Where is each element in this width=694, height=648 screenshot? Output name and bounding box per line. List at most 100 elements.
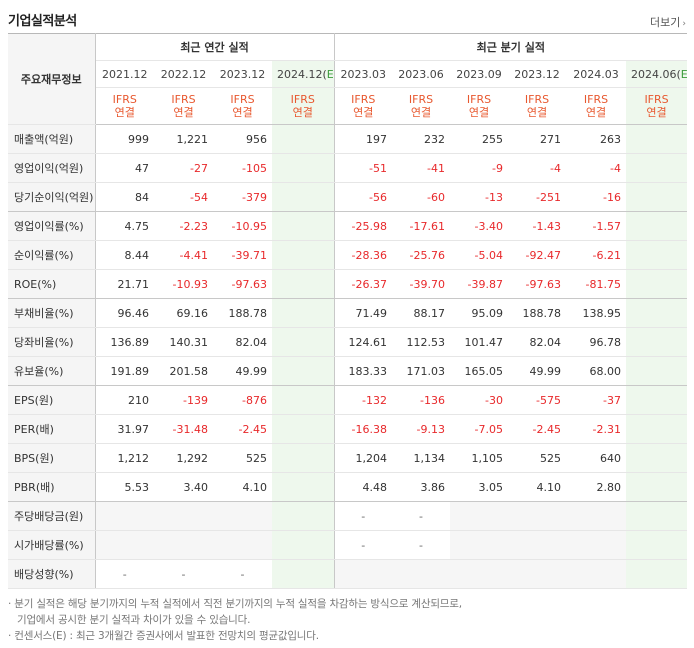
row-label: 당기순이익(억원) [8, 182, 96, 212]
table-cell [626, 182, 688, 212]
ifrs-label: IFRS 연결 [392, 87, 451, 125]
row-label: 배당성향(%) [8, 559, 96, 589]
table-cell [626, 269, 688, 299]
table-row: 시가배당률(%) - - [8, 530, 688, 560]
table-cell: 1,204 [333, 443, 393, 473]
table-cell [626, 240, 688, 270]
table-row: ROE(%) 21.71 -10.93 -97.63 -26.37 -39.70 -39.8… [8, 269, 688, 299]
chevron-right-icon: › [682, 19, 686, 29]
table-cell: -379 [213, 182, 272, 212]
table-cell: 188.78 [508, 298, 567, 328]
row-label: 주당배당금(원) [8, 501, 96, 531]
table-cell: 4.10 [213, 472, 272, 502]
table-cell: 956 [213, 124, 272, 154]
table-cell: 136.89 [95, 327, 154, 357]
table-row: BPS(원) 1,212 1,292 525 1,204 1,134 1,105 525 640 [8, 443, 688, 473]
table-row: PBR(배) 5.53 3.40 4.10 4.48 3.86 3.05 4.10 2.80 [8, 472, 688, 502]
table-cell [508, 530, 567, 560]
table-cell: -4 [508, 153, 567, 183]
table-cell [272, 414, 335, 444]
table-cell: 3.05 [450, 472, 509, 502]
table-cell [95, 530, 154, 560]
table-cell: -6.21 [566, 240, 627, 270]
table-cell: -105 [213, 153, 272, 183]
table-cell: 183.33 [333, 356, 393, 386]
table-cell: 232 [392, 124, 451, 154]
row-label: 당좌비율(%) [8, 327, 96, 357]
table-cell: -16.38 [333, 414, 393, 444]
table-cell: 201.58 [154, 356, 213, 386]
table-cell: 82.04 [508, 327, 567, 357]
table-cell: 165.05 [450, 356, 509, 386]
table-row: 매출액(억원) 999 1,221 956 197 232 255 271 263 [8, 124, 688, 154]
table-cell [626, 559, 688, 589]
row-label: EPS(원) [8, 385, 96, 415]
table-cell [626, 530, 688, 560]
table-cell [213, 530, 272, 560]
table-cell [566, 559, 627, 589]
table-cell: - [95, 559, 154, 589]
table-cell: 4.48 [333, 472, 393, 502]
table-cell [272, 356, 335, 386]
table-cell [508, 559, 567, 589]
table-cell [626, 356, 688, 386]
table-cell: -37 [566, 385, 627, 415]
table-cell [272, 327, 335, 357]
row-label: ROE(%) [8, 269, 96, 299]
table-row: 영업이익(억원) 47 -27 -105 -51 -41 -9 -4 -4 [8, 153, 688, 183]
table-cell [566, 501, 627, 531]
table-row: PER(배) 31.97 -31.48 -2.45 -16.38 -9.13 -7.05 -2… [8, 414, 688, 444]
row-label: 순이익률(%) [8, 240, 96, 270]
table-cell: -97.63 [213, 269, 272, 299]
table-cell: -251 [508, 182, 567, 212]
table-cell: 640 [566, 443, 627, 473]
table-cell [272, 530, 335, 560]
table-cell: 188.78 [213, 298, 272, 328]
footnotes: · 분기 실적은 해당 분기까지의 누적 실적에서 직전 분기까지의 누적 실적… [8, 596, 462, 644]
table-cell: -7.05 [450, 414, 509, 444]
table-cell: -132 [333, 385, 393, 415]
footnote-1-cont: 기업에서 공시한 분기 실적과 차이가 있을 수 있습니다. [17, 614, 251, 626]
table-cell: 31.97 [95, 414, 154, 444]
period-header: 2023.03 [333, 60, 393, 88]
table-cell [626, 298, 688, 328]
ifrs-label: IFRS 연결 [626, 87, 688, 125]
row-label: PER(배) [8, 414, 96, 444]
table-cell [626, 124, 688, 154]
table-cell: 2.80 [566, 472, 627, 502]
table-cell [333, 559, 393, 589]
table-cell [272, 385, 335, 415]
row-label: 영업이익률(%) [8, 211, 96, 241]
period-header: 2023.12 [213, 60, 272, 88]
table-cell: - [213, 559, 272, 589]
row-label: 유보율(%) [8, 356, 96, 386]
table-cell: -9 [450, 153, 509, 183]
table-cell: 3.86 [392, 472, 451, 502]
table-cell [508, 501, 567, 531]
table-cell: -10.93 [154, 269, 213, 299]
footnote-2: · 컨센서스(E) : 최근 3개월간 증권사에서 발표한 전망치의 평균값입니… [8, 630, 319, 642]
table-cell: 96.78 [566, 327, 627, 357]
financial-table: 주요재무정보 최근 연간 실적 최근 분기 실적 2021.12 2022.12 2023… [8, 33, 688, 589]
table-cell: -2.45 [508, 414, 567, 444]
table-cell: -16 [566, 182, 627, 212]
table-cell [272, 298, 335, 328]
table-cell [450, 501, 509, 531]
row-label: 시가배당률(%) [8, 530, 96, 560]
table-cell: 171.03 [392, 356, 451, 386]
table-row: 유보율(%) 191.89 201.58 49.99 183.33 171.03 165.0… [8, 356, 688, 386]
table-cell: 95.09 [450, 298, 509, 328]
table-cell: 1,221 [154, 124, 213, 154]
table-cell: 84 [95, 182, 154, 212]
table-cell [626, 443, 688, 473]
table-cell [626, 414, 688, 444]
table-cell: 1,212 [95, 443, 154, 473]
more-link[interactable]: 더보기 › [650, 16, 686, 29]
ifrs-label: IFRS 연결 [154, 87, 213, 125]
table-cell [272, 124, 335, 154]
table-cell: 1,105 [450, 443, 509, 473]
table-cell [272, 153, 335, 183]
table-cell: -876 [213, 385, 272, 415]
table-cell: 210 [95, 385, 154, 415]
ifrs-label: IFRS 연결 [508, 87, 567, 125]
